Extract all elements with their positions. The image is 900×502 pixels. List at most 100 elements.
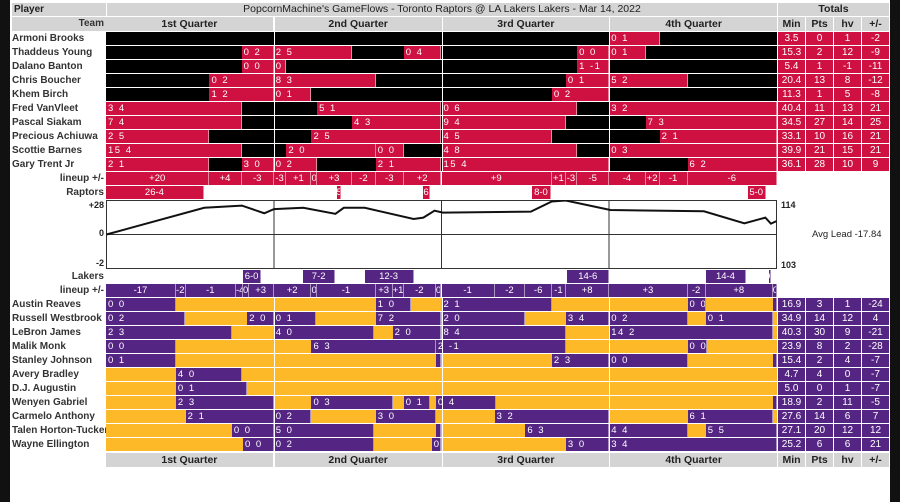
player-name[interactable]: Carmelo Anthony [12, 411, 95, 422]
on-court-segment[interactable]: 2 1 [106, 158, 210, 171]
on-court-segment[interactable]: 0 4 [435, 396, 497, 409]
on-court-segment[interactable]: 0 1 [609, 32, 660, 45]
on-court-segment[interactable]: 2 1 [659, 130, 777, 143]
player-name[interactable]: Gary Trent Jr [12, 159, 75, 170]
on-court-segment[interactable]: 2 1 [185, 410, 274, 423]
on-court-segment[interactable]: 3 0 [241, 158, 274, 171]
on-court-segment[interactable]: 2 0 [247, 312, 274, 325]
on-court-segment[interactable]: 0 0 [106, 340, 176, 353]
player-name[interactable]: Thaddeus Young [12, 47, 93, 58]
on-court-segment[interactable]: 2 1 [441, 298, 552, 311]
player-name[interactable]: Fred VanVleet [12, 103, 79, 114]
on-court-segment[interactable]: 4 8 [441, 144, 578, 157]
on-court-segment[interactable]: 2 1 [375, 158, 442, 171]
on-court-segment[interactable]: 0 0 [609, 354, 688, 367]
on-court-segment[interactable]: 0 [431, 438, 442, 451]
on-court-segment[interactable]: 0 0 [577, 46, 610, 59]
on-court-segment[interactable]: 0 1 [273, 312, 316, 325]
on-court-segment[interactable] [772, 354, 777, 367]
player-name[interactable]: Wayne Ellington [12, 439, 90, 450]
player-name[interactable]: Pascal Siakam [12, 117, 82, 128]
on-court-segment[interactable]: 3 4 [106, 102, 242, 115]
on-court-segment[interactable]: 0 2 [609, 312, 688, 325]
on-court-segment[interactable]: 15 4 [106, 144, 242, 157]
player-name[interactable]: Khem Birch [12, 89, 69, 100]
on-court-segment[interactable]: 8 3 [273, 74, 376, 87]
on-court-segment[interactable]: 3 2 [494, 410, 610, 423]
player-name[interactable]: D.J. Augustin [12, 383, 77, 394]
on-court-segment[interactable]: 0 3 [311, 396, 393, 409]
on-court-segment[interactable]: 5 1 [317, 102, 442, 115]
on-court-segment[interactable]: 3 4 [565, 312, 610, 325]
on-court-segment[interactable] [435, 354, 442, 367]
on-court-segment[interactable]: 0 1 [273, 88, 312, 101]
player-name[interactable]: Russell Westbrook [12, 313, 102, 324]
on-court-segment[interactable]: 0 1 [403, 396, 431, 409]
on-court-segment[interactable]: 9 4 [441, 116, 566, 129]
on-court-segment[interactable] [772, 396, 777, 409]
on-court-segment[interactable]: 0 0 [687, 340, 708, 353]
on-court-segment[interactable]: 4 0 [175, 368, 242, 381]
on-court-segment[interactable]: 5 0 [273, 424, 375, 437]
on-court-segment[interactable]: 0 1 [609, 46, 646, 59]
on-court-segment[interactable]: 0 2 [273, 158, 318, 171]
on-court-segment[interactable]: 2 5 [106, 130, 210, 143]
on-court-segment[interactable]: 0 2 [241, 46, 274, 59]
on-court-segment[interactable]: 0 0 [106, 298, 176, 311]
on-court-segment[interactable]: 7 3 [645, 116, 777, 129]
player-name[interactable]: Precious Achiuwa [12, 131, 98, 142]
on-court-segment[interactable]: 4 3 [352, 116, 442, 129]
on-court-segment[interactable]: 0 4 [403, 46, 442, 59]
on-court-segment[interactable]: 3 0 [565, 438, 610, 451]
on-court-segment[interactable]: 3 0 [375, 410, 436, 423]
on-court-segment[interactable]: 5 5 [705, 424, 777, 437]
player-name[interactable]: Austin Reaves [12, 299, 81, 310]
player-name[interactable]: Scottie Barnes [12, 145, 83, 156]
on-court-segment[interactable]: 8 4 [441, 326, 566, 339]
on-court-segment[interactable]: 7 4 [106, 116, 242, 129]
on-court-segment[interactable]: 1 0 [375, 298, 411, 311]
on-court-segment[interactable]: 3 2 [609, 102, 777, 115]
player-name[interactable]: Stanley Johnson [12, 355, 93, 366]
on-court-segment[interactable]: 0 0 [687, 298, 706, 311]
on-court-segment[interactable]: 0 2 [209, 74, 274, 87]
on-court-segment[interactable]: 0 0 [241, 60, 274, 73]
player-name[interactable]: Malik Monk [12, 341, 66, 352]
on-court-segment[interactable]: 0 2 [551, 88, 610, 101]
on-court-segment[interactable]: 2 0 [286, 144, 376, 157]
on-court-segment[interactable]: 0 6 [441, 102, 578, 115]
on-court-segment[interactable]: 1 2 [209, 88, 274, 101]
on-court-segment[interactable]: 0 1 [565, 74, 610, 87]
on-court-segment[interactable]: 2 3 [106, 326, 232, 339]
on-court-segment[interactable] [435, 424, 442, 437]
player-name[interactable]: Avery Bradley [12, 369, 79, 380]
on-court-segment[interactable] [772, 298, 777, 311]
on-court-segment[interactable]: 4 0 [273, 326, 375, 339]
on-court-segment[interactable]: 6 1 [687, 410, 773, 423]
on-court-segment[interactable]: 2 0 [441, 312, 526, 325]
player-name[interactable]: Wenyen Gabriel [12, 397, 88, 408]
on-court-segment[interactable]: 2 5 [273, 46, 353, 59]
on-court-segment[interactable]: 2 0 [392, 326, 442, 339]
on-court-segment[interactable]: 0 0 [375, 144, 404, 157]
on-court-segment[interactable]: 0 1 [705, 312, 773, 325]
on-court-segment[interactable]: 4 5 [441, 130, 552, 143]
on-court-segment[interactable]: 2 5 [311, 130, 442, 143]
on-court-segment[interactable]: 5 2 [609, 74, 688, 87]
on-court-segment[interactable]: 2 3 [551, 354, 610, 367]
on-court-segment[interactable]: 0 3 [609, 144, 777, 157]
on-court-segment[interactable]: 0 0 [242, 438, 274, 451]
on-court-segment[interactable]: 14 2 [609, 326, 773, 339]
player-name[interactable]: LeBron James [12, 327, 81, 338]
on-court-segment[interactable]: 6 2 [687, 158, 777, 171]
player-name[interactable]: Dalano Banton [12, 61, 83, 72]
on-court-segment[interactable]: 15 4 [441, 158, 610, 171]
on-court-segment[interactable]: 0 0 [231, 424, 274, 437]
on-court-segment[interactable]: 2 3 [175, 396, 274, 409]
on-court-segment[interactable]: 4 4 [609, 424, 688, 437]
on-court-segment[interactable]: 6 3 [525, 424, 610, 437]
on-court-segment[interactable]: 0 1 [175, 382, 248, 395]
on-court-segment[interactable]: 3 4 [609, 438, 777, 451]
on-court-segment[interactable]: 0 2 [273, 410, 312, 423]
on-court-segment[interactable]: 0 [273, 60, 287, 73]
